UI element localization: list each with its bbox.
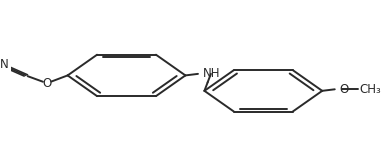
Text: CH₃: CH₃ bbox=[359, 83, 381, 96]
Text: O: O bbox=[42, 77, 51, 90]
Text: N: N bbox=[0, 57, 9, 70]
Text: NH: NH bbox=[203, 67, 220, 80]
Text: O: O bbox=[339, 83, 348, 96]
